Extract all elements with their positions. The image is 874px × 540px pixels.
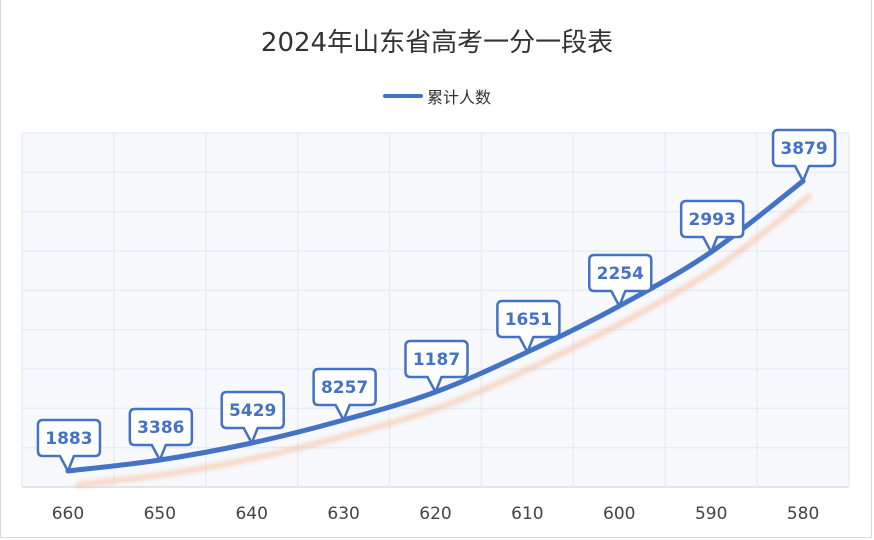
legend-line-icon xyxy=(382,94,423,98)
data-label-callout: 8257 xyxy=(312,367,377,422)
data-label-callout: 1187 xyxy=(404,339,469,394)
data-labels: 1883 3386 5429 8257 1187 1651 2254 2993 3879 xyxy=(36,128,837,473)
x-axis: 660 650 640 630 620 610 600 590 580 xyxy=(52,504,820,524)
x-tick-label: 640 xyxy=(235,504,267,524)
data-label-callout: 1651 xyxy=(496,299,561,354)
data-label-value: 5429 xyxy=(229,401,276,421)
x-tick-label: 650 xyxy=(144,504,176,524)
data-label-callout: 1883 xyxy=(36,418,102,473)
x-tick-label: 590 xyxy=(695,504,727,524)
data-label-callout: 3879 xyxy=(771,128,837,183)
x-tick-label: 600 xyxy=(603,504,635,524)
series-line[interactable] xyxy=(65,178,806,474)
data-label-callout: 3386 xyxy=(128,407,194,462)
data-label-value: 1187 xyxy=(413,350,460,370)
data-label-callout: 2254 xyxy=(588,253,653,308)
data-label-value: 2254 xyxy=(597,264,644,284)
grid-lines xyxy=(21,132,850,488)
legend[interactable]: 累计人数 xyxy=(0,84,874,108)
x-tick-label: 660 xyxy=(52,504,84,524)
data-label-value: 3386 xyxy=(137,418,184,438)
series-shadow xyxy=(75,193,813,488)
data-label-callout: 5429 xyxy=(220,390,285,445)
x-tick-label: 580 xyxy=(787,504,819,524)
data-label-value: 1651 xyxy=(505,310,552,330)
data-label-callout: 2993 xyxy=(679,199,745,254)
data-label-value: 3879 xyxy=(780,139,827,159)
x-tick-label: 610 xyxy=(511,504,543,524)
legend-label: 累计人数 xyxy=(426,88,491,107)
data-label-value: 1883 xyxy=(45,429,92,449)
data-label-value: 2993 xyxy=(689,210,736,230)
x-tick-label: 620 xyxy=(419,504,451,524)
chart-title: 2024年山东省高考一分一段表 xyxy=(260,28,614,58)
x-tick-label: 630 xyxy=(327,504,359,524)
data-label-value: 8257 xyxy=(321,378,368,398)
